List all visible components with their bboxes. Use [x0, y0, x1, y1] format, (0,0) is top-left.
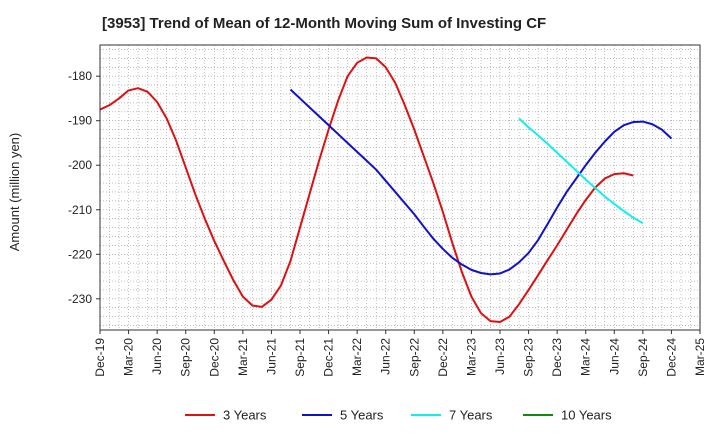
y-tick-label: -190 — [68, 114, 92, 128]
x-tick-label: Dec-19 — [93, 338, 107, 377]
x-tick-label: Sep-24 — [636, 338, 650, 377]
x-tick-label: Sep-22 — [407, 338, 421, 377]
x-tick-label: Mar-24 — [579, 338, 593, 376]
series-line-7-years — [518, 117, 644, 225]
x-tick-label: Mar-23 — [464, 338, 478, 376]
legend-label: 3 Years — [223, 408, 267, 423]
series-line-3-years — [99, 56, 634, 323]
x-tick-label: Dec-24 — [664, 338, 678, 377]
legend-label: 10 Years — [561, 408, 612, 423]
y-tick-label: -180 — [68, 69, 92, 83]
x-tick-label: Jun-20 — [150, 338, 164, 375]
x-tick-label: Dec-20 — [207, 338, 221, 377]
plot-frame — [99, 44, 701, 331]
series-layer — [99, 56, 673, 323]
x-tick-label: Mar-20 — [122, 338, 136, 376]
x-tick-label: Mar-22 — [350, 338, 364, 376]
chart-title: [3953] Trend of Mean of 12-Month Moving … — [102, 15, 546, 32]
x-tick-label: Sep-23 — [522, 338, 536, 377]
grid — [100, 45, 700, 330]
x-tick-label: Jun-24 — [607, 338, 621, 375]
x-tick-label: Sep-21 — [293, 338, 307, 377]
x-tick-label: Mar-25 — [693, 338, 707, 376]
x-tick-label: Sep-20 — [179, 338, 193, 377]
y-axis-label: Amount (million yen) — [7, 133, 22, 252]
legend-label: 5 Years — [340, 408, 384, 423]
x-tick-label: Jun-21 — [264, 338, 278, 375]
y-tick-labels: -180 -190 -200 -210 -220 -230 — [68, 69, 100, 306]
legend-label: 7 Years — [449, 408, 493, 423]
x-tick-labels: Dec-19 Mar-20 Jun-20 Sep-20 Dec-20 Mar-21 Jun-… — [93, 330, 707, 377]
x-tick-label: Dec-22 — [436, 338, 450, 377]
x-tick-label: Jun-23 — [493, 338, 507, 375]
y-tick-label: -230 — [68, 292, 92, 306]
y-tick-label: -210 — [68, 203, 92, 217]
series-line-5-years — [289, 88, 673, 276]
plot-area — [100, 45, 700, 330]
x-tick-label: Jun-22 — [379, 338, 393, 375]
x-tick-label: Dec-23 — [550, 338, 564, 377]
legend: 3 Years 5 Years 7 Years 10 Years — [185, 408, 612, 423]
x-tick-label: Mar-21 — [236, 338, 250, 376]
y-tick-label: -220 — [68, 247, 92, 261]
y-tick-label: -200 — [68, 158, 92, 172]
x-tick-label: Dec-21 — [322, 338, 336, 377]
